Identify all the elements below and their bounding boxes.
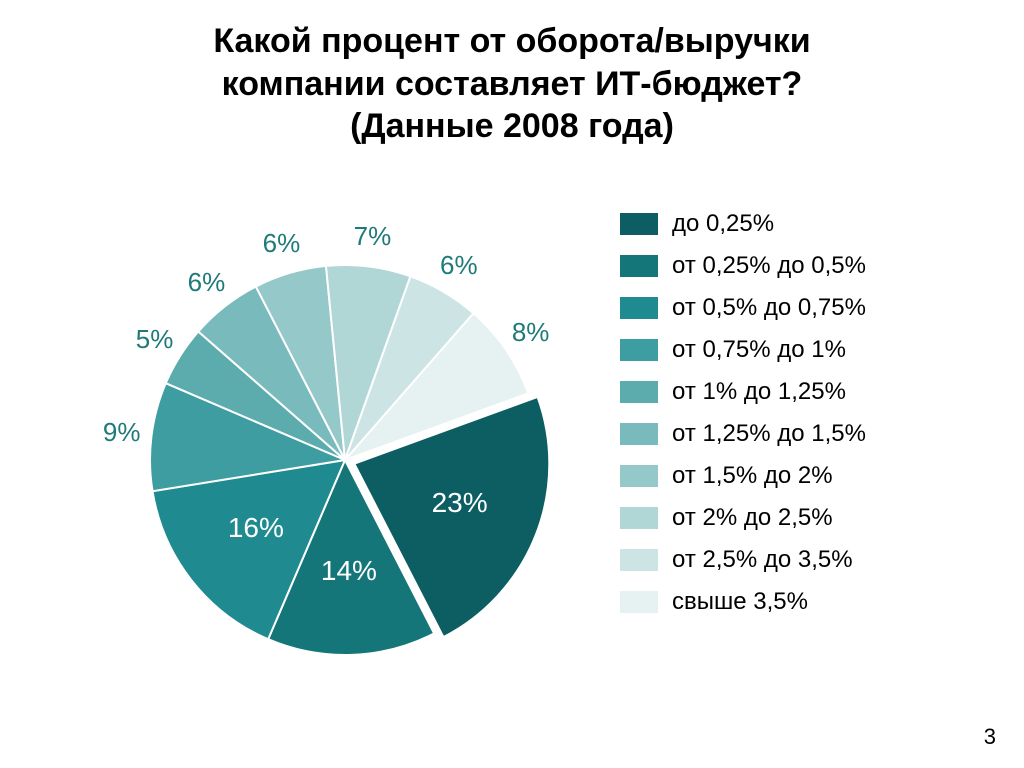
legend-swatch (620, 381, 658, 403)
chart-title: Какой процент от оборота/выручки компани… (0, 20, 1024, 148)
legend-label: до 0,25% (672, 210, 774, 238)
legend-swatch (620, 423, 658, 445)
legend-label: свыше 3,5% (672, 588, 808, 616)
legend-label: от 1,5% до 2% (672, 462, 833, 490)
title-line-2: компании составляет ИТ-бюджет? (0, 63, 1024, 106)
legend-label: от 0,5% до 0,75% (672, 294, 866, 322)
title-line-3: (Данные 2008 года) (0, 105, 1024, 148)
title-line-1: Какой процент от оборота/выручки (0, 20, 1024, 63)
legend-item: от 0,5% до 0,75% (620, 294, 1000, 322)
legend-item: от 2% до 2,5% (620, 504, 1000, 532)
legend-item: от 2,5% до 3,5% (620, 546, 1000, 574)
legend-item: от 1,25% до 1,5% (620, 420, 1000, 448)
slide: Какой процент от оборота/выручки компани… (0, 0, 1024, 768)
legend-label: от 2,5% до 3,5% (672, 546, 853, 574)
legend-item: от 0,25% до 0,5% (620, 252, 1000, 280)
pie-svg (60, 200, 630, 720)
legend-label: от 0,25% до 0,5% (672, 252, 866, 280)
legend-item: от 1% до 1,25% (620, 378, 1000, 406)
legend-swatch (620, 591, 658, 613)
legend-swatch (620, 549, 658, 571)
pie-chart: 23%14%16%9%5%6%6%7%6%8% (60, 200, 580, 690)
legend-item: свыше 3,5% (620, 588, 1000, 616)
legend-swatch (620, 255, 658, 277)
legend-label: от 0,75% до 1% (672, 336, 846, 364)
legend-item: от 1,5% до 2% (620, 462, 1000, 490)
legend-swatch (620, 297, 658, 319)
legend-item: до 0,25% (620, 210, 1000, 238)
legend: до 0,25% от 0,25% до 0,5% от 0,5% до 0,75%… (620, 210, 1000, 630)
legend-label: от 2% до 2,5% (672, 504, 833, 532)
legend-label: от 1,25% до 1,5% (672, 420, 866, 448)
legend-swatch (620, 507, 658, 529)
legend-swatch (620, 465, 658, 487)
page-number: 3 (984, 724, 996, 750)
legend-swatch (620, 213, 658, 235)
legend-label: от 1% до 1,25% (672, 378, 846, 406)
legend-item: от 0,75% до 1% (620, 336, 1000, 364)
legend-swatch (620, 339, 658, 361)
